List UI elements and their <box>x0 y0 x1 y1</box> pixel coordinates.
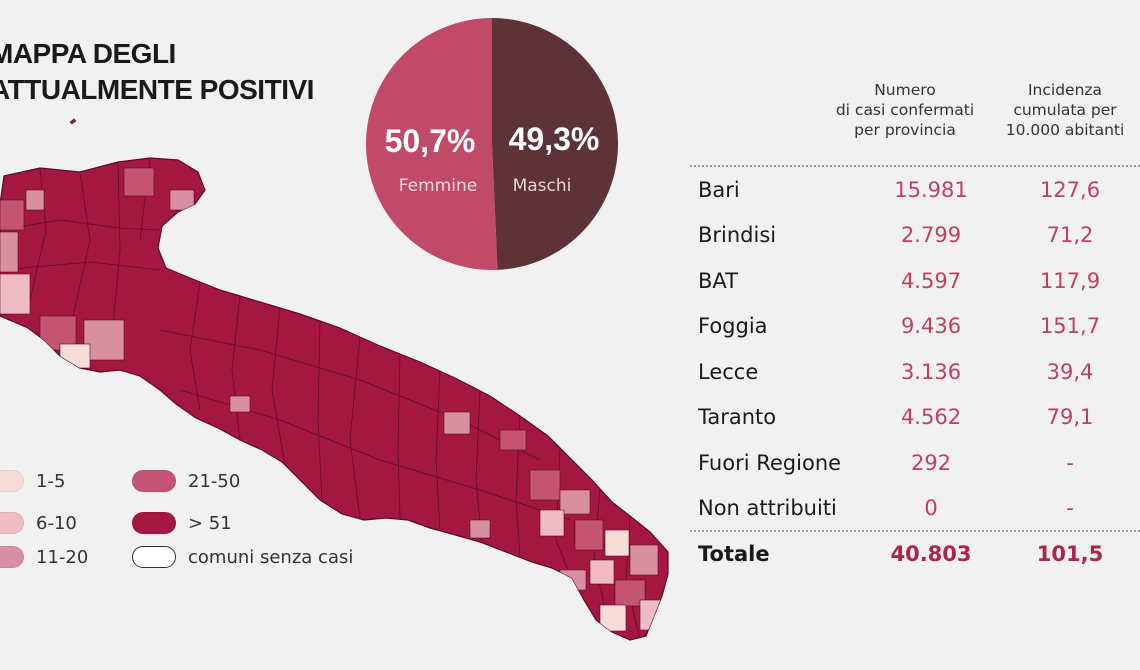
table-row: Non attribuiti 0 - <box>690 496 1140 530</box>
row-province: BAT <box>698 269 738 293</box>
legend-swatch <box>0 546 24 568</box>
pie-slice-male <box>492 18 618 270</box>
row-incidence: 127,6 <box>1039 178 1101 202</box>
table-row: Bari 15.981 127,6 <box>690 178 1140 212</box>
row-province: Fuori Regione <box>698 451 842 475</box>
row-cases: 4.562 <box>900 405 962 429</box>
row-incidence: 39,4 <box>1046 360 1094 384</box>
legend-item-11-20: 11-20 <box>0 546 88 568</box>
row-cases: 15.981 <box>894 178 968 202</box>
legend-swatch <box>0 512 24 534</box>
table-row: Fuori Regione 292 - <box>690 451 1140 485</box>
row-incidence: 71,2 <box>1046 223 1094 247</box>
header-divider <box>690 165 1140 167</box>
row-province: Non attribuiti <box>698 496 837 520</box>
legend-item-1-5: 1-5 <box>0 470 65 492</box>
legend-label: 21-50 <box>188 470 241 492</box>
lighter-municipalities <box>0 167 665 632</box>
row-province: Lecce <box>698 360 759 384</box>
tremiti-islands <box>69 118 77 125</box>
row-province: Taranto <box>698 405 777 429</box>
map-legend: 1-5 6-10 11-20 21-50 > 51 comuni senza c… <box>0 466 400 586</box>
legend-item-51: > 51 <box>132 512 232 534</box>
row-cases: 2.799 <box>900 223 962 247</box>
total-incidence: 101,5 <box>1036 542 1104 566</box>
gender-pie-chart: 50,7% 49,3% Femmine Maschi <box>365 18 618 270</box>
header-cases-text: Numero di casi confermati per provincia <box>835 81 975 139</box>
total-divider <box>690 530 1140 532</box>
legend-label: > 51 <box>188 512 232 534</box>
legend-swatch <box>132 546 176 568</box>
header-cases: Numero di casi confermati per provincia <box>810 80 1000 140</box>
legend-label: 6-10 <box>36 512 77 534</box>
row-cases: 9.436 <box>900 314 962 338</box>
row-incidence: 117,9 <box>1039 269 1101 293</box>
legend-label: 11-20 <box>36 546 89 568</box>
table-row: Foggia 9.436 151,7 <box>690 314 1140 348</box>
puglia-region <box>0 157 669 641</box>
row-cases: 0 <box>924 496 938 520</box>
table-row: Brindisi 2.799 71,2 <box>690 223 1140 257</box>
legend-label: comuni senza casi <box>188 546 354 568</box>
table-row-total: Totale 40.803 101,5 <box>690 542 1140 576</box>
total-cases: 40.803 <box>890 542 972 566</box>
legend-swatch <box>132 512 176 534</box>
row-incidence: - <box>1066 451 1074 475</box>
row-province: Bari <box>698 178 740 202</box>
row-province: Foggia <box>698 314 768 338</box>
legend-label: 1-5 <box>36 470 66 492</box>
puglia-map <box>0 118 669 641</box>
legend-item-6-10: 6-10 <box>0 512 77 534</box>
title-line-2: ATTUALMENTE POSITIVI <box>0 74 314 105</box>
row-cases: 3.136 <box>900 360 962 384</box>
legend-swatch <box>0 470 24 492</box>
row-cases: 292 <box>910 451 952 475</box>
row-incidence: 151,7 <box>1039 314 1101 338</box>
table-row: BAT 4.597 117,9 <box>690 269 1140 303</box>
row-province: Brindisi <box>698 223 777 247</box>
header-incidence: Incidenza cumulata per 10.000 abitanti <box>990 80 1140 140</box>
row-cases: 4.597 <box>900 269 962 293</box>
header-incidence-text: Incidenza cumulata per 10.000 abitanti <box>1005 81 1125 139</box>
pie-value-female: 50,7% <box>385 123 476 159</box>
row-incidence: 79,1 <box>1046 405 1094 429</box>
pie-label-female: Femmine <box>399 176 477 196</box>
legend-item-21-50: 21-50 <box>132 470 240 492</box>
title-line-1: MAPPA DEGLI <box>0 38 176 69</box>
table-row: Lecce 3.136 39,4 <box>690 360 1140 394</box>
legend-item-none: comuni senza casi <box>132 546 353 568</box>
total-label: Totale <box>698 542 770 566</box>
pie-label-male: Maschi <box>513 176 572 196</box>
legend-swatch <box>132 470 176 492</box>
table-row: Taranto 4.562 79,1 <box>690 405 1140 439</box>
row-incidence: - <box>1066 496 1074 520</box>
pie-value-male: 49,3% <box>509 121 600 157</box>
province-table: Numero di casi confermati per provincia … <box>690 70 1140 590</box>
pie-slice-female <box>365 18 498 270</box>
page-title: MAPPA DEGLI ATTUALMENTE POSITIVI <box>0 36 314 108</box>
